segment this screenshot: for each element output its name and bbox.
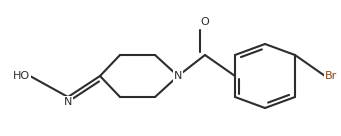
Text: HO: HO (13, 71, 30, 81)
Text: Br: Br (325, 71, 337, 81)
Text: O: O (201, 17, 209, 27)
Text: N: N (64, 97, 72, 107)
Text: N: N (174, 71, 182, 81)
